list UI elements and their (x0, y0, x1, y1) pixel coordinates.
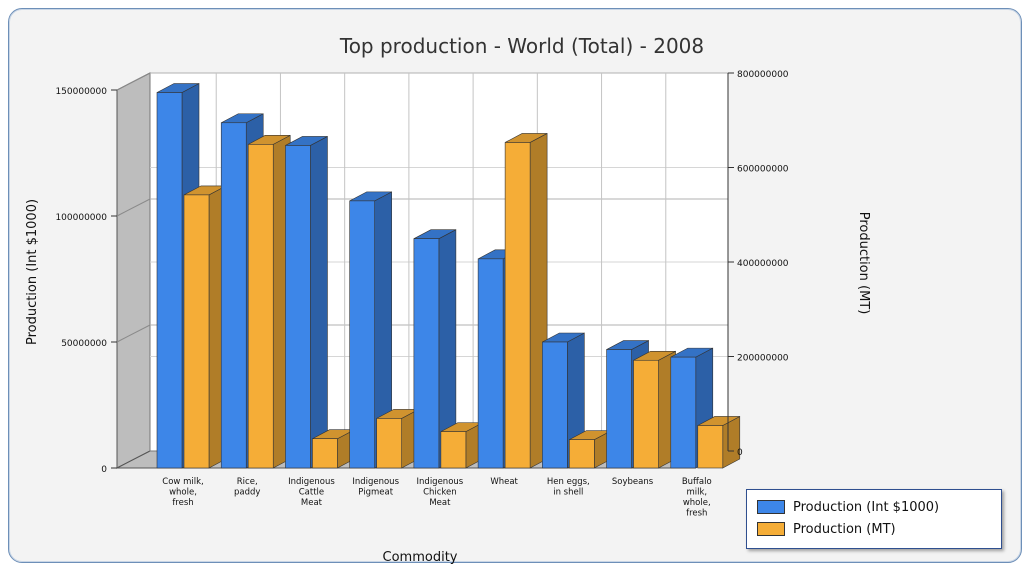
bar-0-2 (285, 135, 328, 469)
y-left-tick-label: 0 (101, 465, 107, 475)
y-right-tick-label: 400000000 (737, 259, 789, 269)
x-tick-label: Soybeans (612, 477, 654, 487)
x-tick-label-line: Buffalo (682, 477, 712, 487)
x-axis-label: Commodity (383, 550, 458, 565)
y-left-tick-label: 50000000 (61, 339, 107, 349)
bar-1-2 (312, 429, 355, 469)
x-tick-label-line: Meat (429, 498, 451, 508)
gridline-left-wall (116, 198, 151, 217)
x-tick-label-line: whole, (683, 498, 711, 508)
y-axis-right-label: Production (MT) (856, 212, 871, 315)
bar-1-1 (247, 134, 291, 469)
bars-group (156, 83, 741, 469)
bar-0-3 (349, 191, 392, 469)
gridline-left-wall (116, 72, 151, 91)
gridline-left-wall (116, 324, 151, 343)
bar-front (477, 258, 504, 469)
bar-front (569, 439, 595, 469)
bar-front (697, 425, 724, 469)
legend-label-mt: Production (MT) (793, 521, 896, 537)
axes-group: 0 50000000 100000000 150000000 0 200000000 400… (55, 70, 788, 519)
bar-front (413, 238, 440, 469)
bar-1-8 (697, 415, 741, 469)
x-tick-label: Buffalo milk, whole, fresh (682, 477, 712, 519)
bar-front (349, 200, 375, 469)
x-tick-label-line: Indigenous (288, 477, 335, 487)
bar-front (633, 359, 659, 469)
bar-front (285, 145, 311, 469)
x-tick-label-line: Rice, (237, 477, 258, 487)
bar-front (542, 341, 568, 469)
x-tick-label-line: Indigenous (352, 477, 399, 487)
x-tick-label-line: Hen eggs, (547, 477, 590, 487)
x-tick-label: Indigenous Chicken Meat (417, 477, 464, 508)
bar-front (247, 144, 274, 469)
bar-front (183, 194, 210, 469)
x-tick-label-line: Pigmeat (358, 488, 393, 498)
bar-front (504, 142, 531, 469)
y-right-tick-label: 800000000 (737, 70, 789, 80)
y-axis-left-label: Production (Int $1000) (25, 199, 40, 345)
x-tick-label-line: fresh (172, 498, 193, 508)
bar-1-0 (183, 185, 227, 469)
x-tick-label-line: whole, (169, 488, 197, 498)
x-tick-label-line: Wheat (490, 477, 518, 487)
bar-front (156, 92, 183, 469)
y-left-tick-label: 100000000 (55, 213, 107, 223)
bar-front (312, 438, 338, 469)
legend-label-int: Production (Int $1000) (793, 499, 940, 515)
bar-side (310, 135, 328, 469)
x-tick-label: Cow milk, whole, fresh (162, 477, 203, 508)
chart-title: Top production - World (Total) - 2008 (339, 34, 704, 58)
x-tick-label: Indigenous Cattle Meat (288, 477, 335, 508)
bar-front (670, 356, 697, 469)
bar-1-6 (569, 430, 612, 469)
bar-0-4 (413, 229, 457, 469)
bar-front (606, 349, 632, 469)
legend-swatch-mt (757, 522, 785, 536)
legend: Production (Int $1000) Production (MT) (746, 489, 1002, 549)
x-tick-label-line: Cattle (299, 488, 324, 498)
legend-swatch-int (757, 500, 785, 514)
x-tick-label-line: fresh (686, 509, 707, 519)
x-tick-label: Hen eggs, in shell (547, 477, 590, 498)
x-tick-label: Indigenous Pigmeat (352, 477, 399, 498)
x-tick-label-line: milk, (686, 488, 707, 498)
bar-1-3 (376, 408, 419, 469)
bar-front (220, 122, 247, 469)
x-tick-label-line: in shell (553, 488, 583, 498)
bar-front (440, 431, 467, 469)
bar-front (376, 418, 402, 469)
x-tick-label-line: paddy (234, 488, 260, 498)
x-tick-label-line: Indigenous (417, 477, 464, 487)
x-tick-label-line: Cow milk, (162, 477, 203, 487)
x-tick-label-line: Chicken (423, 488, 457, 498)
bar-1-7 (633, 350, 676, 469)
x-tick-label-line: Meat (301, 498, 323, 508)
x-tick-label: Rice, paddy (234, 477, 260, 498)
y-right-tick-label: 600000000 (737, 165, 789, 175)
bar-1-4 (440, 422, 484, 469)
y-right-tick-label: 200000000 (737, 354, 789, 364)
legend-item-mt: Production (MT) (757, 520, 896, 538)
y-left-tick-label: 150000000 (55, 87, 107, 97)
left-wall (116, 72, 151, 469)
legend-item-int: Production (Int $1000) (757, 498, 939, 516)
bar-1-5 (504, 132, 548, 469)
y-right-tick-label: 0 (737, 448, 743, 458)
x-tick-label-line: Soybeans (612, 477, 654, 487)
x-tick-label: Wheat (490, 477, 518, 487)
